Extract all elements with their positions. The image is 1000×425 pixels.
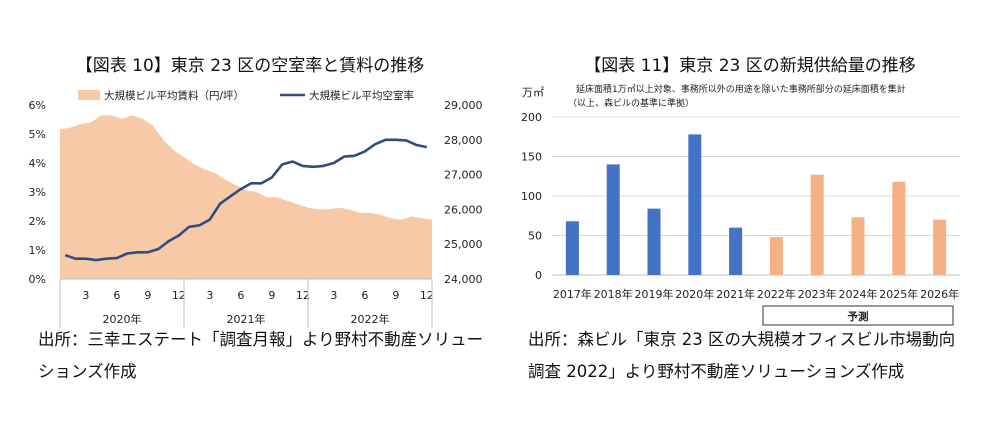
y-right-tick-label: 27,000 bbox=[444, 169, 483, 182]
bar bbox=[647, 208, 661, 275]
x-tick-label: 3 bbox=[82, 289, 89, 302]
y-tick-label: 0 bbox=[535, 269, 542, 282]
x-tick-label: 3 bbox=[206, 289, 213, 302]
bar bbox=[729, 227, 743, 275]
chart-title: 【図表 11】東京 23 区の新規供給量の推移 bbox=[584, 56, 916, 76]
source-note: 出所：森ビル「東京 23 区の大規模オフィスビル市場動向 調査 2022」より野… bbox=[528, 324, 955, 388]
x-tick-label: 2026年 bbox=[920, 287, 959, 301]
y-right-tick-label: 29,000 bbox=[444, 99, 483, 112]
x-tick-label: 9 bbox=[392, 289, 399, 302]
bar bbox=[851, 217, 865, 275]
bar bbox=[606, 164, 620, 275]
source-line: 出所：三幸エステート「調査月報」より野村不動産ソリュー bbox=[38, 330, 484, 349]
legend-label-rent: 大規模ビル平均賃料（円/坪） bbox=[104, 89, 244, 102]
bar bbox=[933, 219, 947, 275]
rent-area bbox=[60, 115, 432, 280]
forecast-box bbox=[762, 305, 954, 326]
y-left-tick-label: 6% bbox=[29, 99, 46, 112]
x-tick-label: 6 bbox=[361, 289, 368, 302]
x-tick-label: 9 bbox=[144, 289, 151, 302]
y-tick-label: 50 bbox=[528, 230, 542, 243]
x-tick-label: 12 bbox=[420, 289, 434, 302]
x-tick-label: 6 bbox=[113, 289, 120, 302]
y-unit-label: 万㎡ bbox=[522, 86, 544, 99]
y-left-tick-label: 4% bbox=[29, 157, 46, 170]
x-tick-label: 2017年 bbox=[553, 287, 592, 301]
x-tick-label: 2018年 bbox=[594, 287, 633, 301]
bar bbox=[769, 237, 783, 275]
bar bbox=[688, 134, 702, 275]
vacancy-rent-chart: 0% 1% 2% 3% 4% 5% 6% 24,000 25,000 26,000 27,000 28… bbox=[29, 89, 483, 328]
source-line: ションズ作成 bbox=[38, 362, 137, 381]
y-tick-label: 200 bbox=[521, 111, 542, 124]
x-tick-label: 2025年 bbox=[879, 287, 918, 301]
y-left-tick-label: 0% bbox=[29, 273, 46, 286]
x-tick-label: 9 bbox=[268, 289, 275, 302]
bar bbox=[565, 221, 579, 275]
x-year-label: 2020年 bbox=[103, 312, 142, 326]
source-line: 出所：森ビル「東京 23 区の大規模オフィスビル市場動向 bbox=[528, 330, 956, 349]
y-left-tick-label: 5% bbox=[29, 128, 46, 141]
x-year-label: 2021年 bbox=[227, 312, 266, 326]
x-tick-label: 12 bbox=[296, 289, 310, 302]
x-tick-label: 2024年 bbox=[839, 287, 878, 301]
x-tick-label: 2019年 bbox=[635, 287, 674, 301]
legend-label-vacancy: 大規模ビル平均空室率 bbox=[309, 89, 414, 102]
bar bbox=[892, 181, 906, 275]
x-tick-label: 2021年 bbox=[716, 287, 755, 301]
legend-swatch-rent bbox=[78, 90, 100, 100]
y-tick-label: 150 bbox=[521, 151, 542, 164]
vacancy-line bbox=[64, 138, 428, 262]
y-right-tick-label: 25,000 bbox=[444, 238, 483, 251]
note-line: 延床面積1万㎡以上対象、事務所以外の用途を除いた事務所部分の延床面積を集計 bbox=[576, 83, 906, 95]
x-tick-label: 3 bbox=[330, 289, 337, 302]
chart-panel-new-supply: 【図表 11】東京 23 区の新規供給量の推移 0 50 100 150 200 2017… bbox=[500, 0, 1000, 425]
y-tick-label: 100 bbox=[521, 190, 542, 203]
x-tick-label: 2022年 bbox=[757, 287, 796, 301]
source-line: 調査 2022」より野村不動産ソリューションズ作成 bbox=[528, 362, 905, 381]
x-tick-label: 2023年 bbox=[798, 287, 837, 301]
x-tick-label: 6 bbox=[237, 289, 244, 302]
y-right-tick-label: 24,000 bbox=[444, 273, 483, 286]
y-right-tick-label: 26,000 bbox=[444, 203, 483, 216]
chart-title: 【図表 10】東京 23 区の空室率と賃料の推移 bbox=[75, 56, 425, 76]
forecast-label: 予測 bbox=[848, 310, 869, 323]
bar bbox=[810, 174, 824, 275]
y-left-tick-label: 3% bbox=[29, 186, 46, 199]
y-right-tick-label: 28,000 bbox=[444, 134, 483, 147]
y-left-tick-label: 1% bbox=[29, 244, 46, 257]
source-note: 出所：三幸エステート「調査月報」より野村不動産ソリュー ションズ作成 bbox=[38, 324, 483, 388]
y-left-tick-label: 2% bbox=[29, 215, 46, 228]
note-line: （以上、森ビルの基準に準拠） bbox=[568, 97, 694, 109]
x-tick-label: 12 bbox=[172, 289, 186, 302]
chart-panel-vacancy-rent: 【図表 10】東京 23 区の空室率と賃料の推移 0% 1% 2% 3% 4% 5% 6% 2… bbox=[29, 56, 484, 388]
x-tick-label: 2020年 bbox=[675, 287, 714, 301]
x-year-label: 2022年 bbox=[351, 312, 390, 326]
